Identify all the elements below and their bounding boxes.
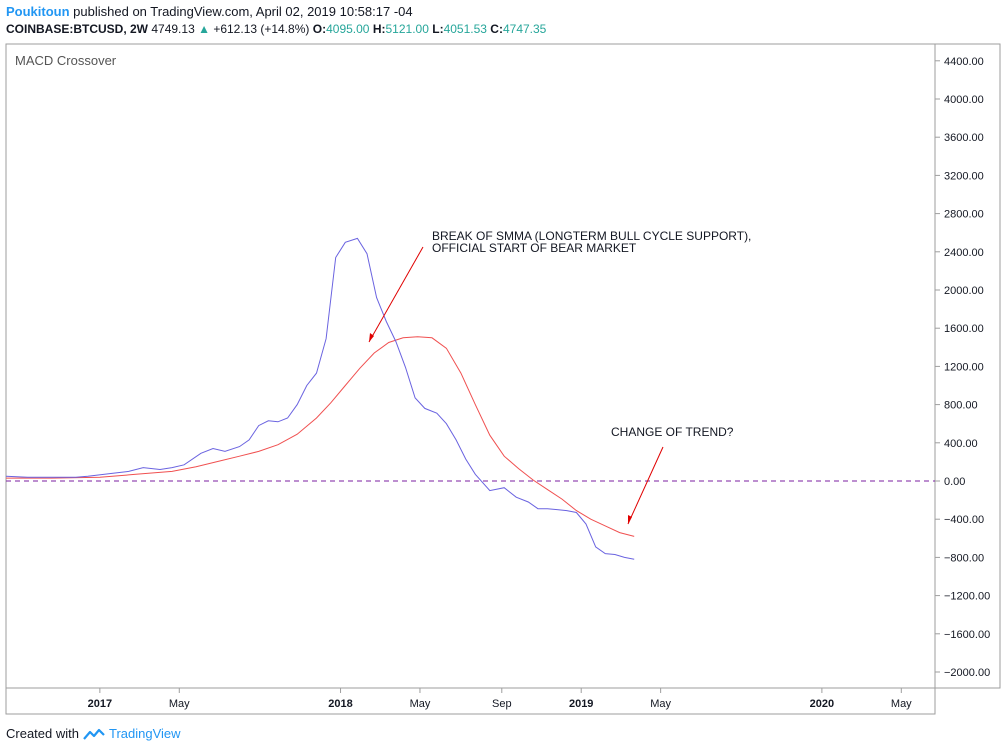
y-tick-label: 4400.00 xyxy=(944,56,984,68)
tradingview-brand-link[interactable]: TradingView xyxy=(108,726,181,741)
y-tick-label: 400.00 xyxy=(944,438,978,450)
chart-title: MACD Crossover xyxy=(15,53,117,68)
x-tick-label: 2018 xyxy=(328,698,352,710)
annotation-1-line-2: OFFICIAL START OF BEAR MARKET xyxy=(432,241,637,255)
price-axis[interactable] xyxy=(934,43,1001,689)
x-tick-label: May xyxy=(891,698,912,710)
y-tick-label: 0.00 xyxy=(944,476,965,488)
low-label: L: xyxy=(432,22,444,36)
y-tick-label: −1600.00 xyxy=(944,629,990,641)
signal-line xyxy=(6,336,635,537)
x-tick-label: 2019 xyxy=(569,698,593,710)
footer: Created with TradingView xyxy=(6,726,181,741)
y-tick-label: −800.00 xyxy=(944,552,984,564)
macd-line xyxy=(5,237,635,560)
up-arrow-icon: ▲ xyxy=(198,22,210,36)
close-label: C: xyxy=(490,22,503,36)
y-tick-label: 3600.00 xyxy=(944,132,984,144)
annotation-arrowhead-1 xyxy=(369,333,374,342)
open-label: O: xyxy=(312,22,327,36)
publish-text: published on TradingView.com, April 02, … xyxy=(73,4,413,19)
price-change: +612.13 (+14.8%) xyxy=(213,22,310,36)
symbol-info: COINBASE:BTCUSD, 2W 4749.13 ▲ +612.13 (+… xyxy=(6,22,546,36)
x-tick-label: 2020 xyxy=(810,698,834,710)
y-tick-label: 1200.00 xyxy=(944,361,984,373)
y-tick-label: −1200.00 xyxy=(944,591,990,603)
annotation-arrow-2 xyxy=(627,446,664,525)
x-tick-label: May xyxy=(410,698,431,710)
y-tick-label: −400.00 xyxy=(944,514,984,526)
annotation-arrow-1 xyxy=(368,246,424,343)
x-tick-label: Sep xyxy=(492,698,512,710)
y-tick-label: 2400.00 xyxy=(944,247,984,259)
created-with-text: Created with xyxy=(6,726,79,741)
y-tick-label: 4000.00 xyxy=(944,94,984,106)
high-label: H: xyxy=(372,22,386,36)
y-tick-label: 2000.00 xyxy=(944,285,984,297)
y-tick-label: 3200.00 xyxy=(944,170,984,182)
high-value: 5121.00 xyxy=(385,22,429,36)
tradingview-logo-icon xyxy=(83,728,105,740)
x-tick-label: 2017 xyxy=(88,698,112,710)
y-tick-label: −2000.00 xyxy=(944,667,990,679)
annotation-2-line-1: CHANGE OF TREND? xyxy=(611,425,734,439)
y-tick-label: 2800.00 xyxy=(944,209,984,221)
close-value: 4747.35 xyxy=(502,22,547,36)
publish-info: Poukitoun published on TradingView.com, … xyxy=(6,4,413,19)
y-tick-label: 1600.00 xyxy=(944,323,984,335)
last-price: 4749.13 xyxy=(151,22,195,36)
y-tick-label: 800.00 xyxy=(944,400,978,412)
time-axis[interactable] xyxy=(5,687,936,715)
x-tick-label: May xyxy=(650,698,671,710)
symbol-label: COINBASE:BTCUSD, 2W xyxy=(6,22,149,36)
low-value: 4051.53 xyxy=(443,22,487,36)
annotation-1-line-1: BREAK OF SMMA (LONGTERM BULL CYCLE SUPPO… xyxy=(432,229,751,243)
x-tick-label: May xyxy=(169,698,190,710)
annotation-arrowhead-2 xyxy=(628,515,632,524)
open-value: 4095.00 xyxy=(326,22,370,36)
plot-area[interactable] xyxy=(5,43,936,689)
author-link[interactable]: Poukitoun xyxy=(6,4,70,19)
